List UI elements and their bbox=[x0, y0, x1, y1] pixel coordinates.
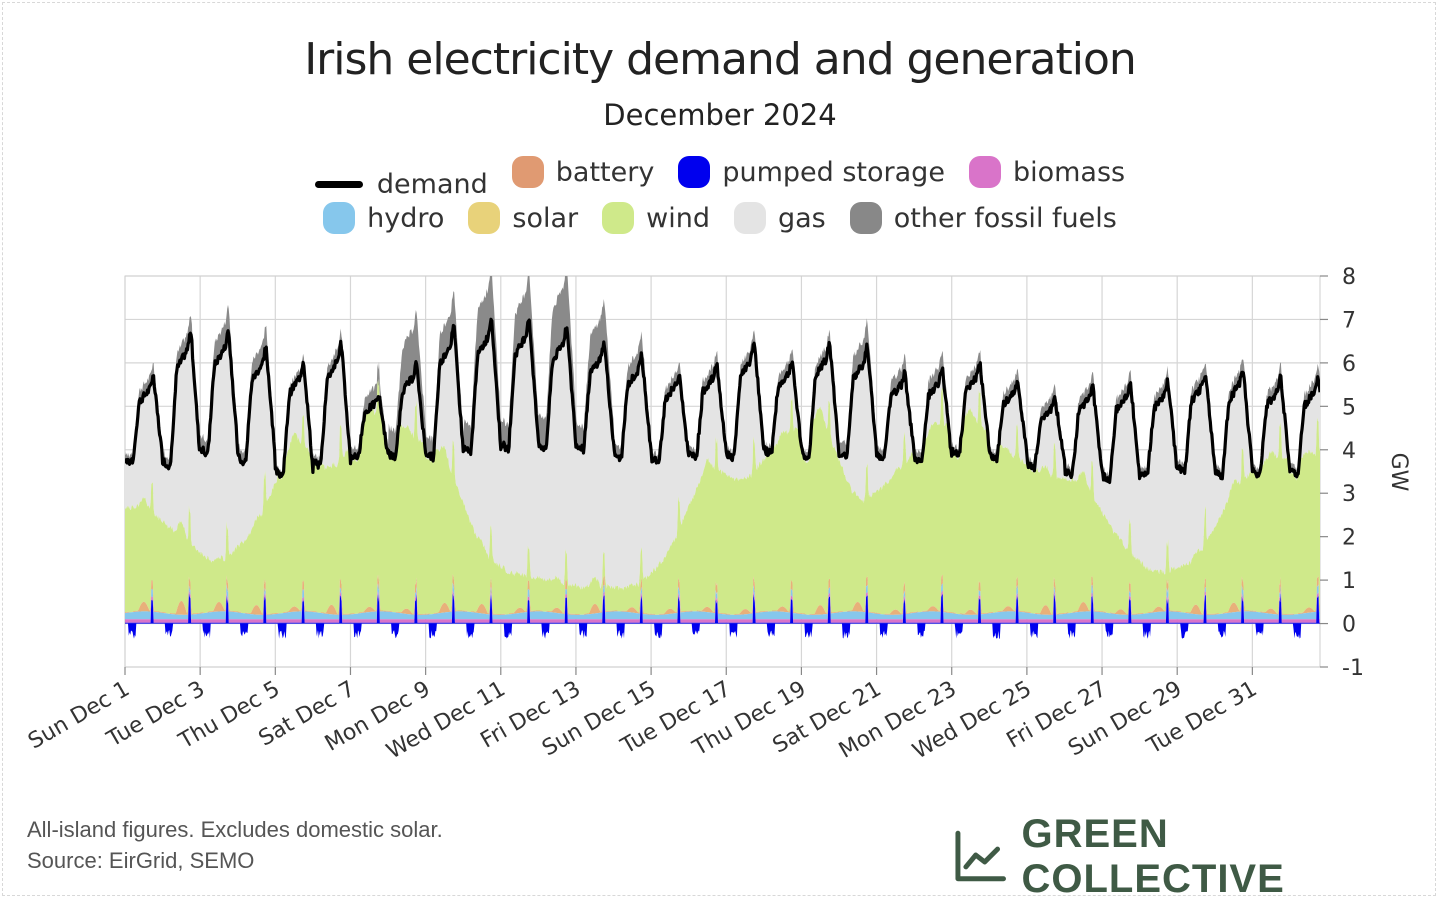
legend-label-gas: gas bbox=[778, 202, 826, 234]
legend-label-pumped: pumped storage bbox=[722, 156, 945, 188]
chart-series-areas bbox=[125, 276, 1320, 639]
legend-label-wind: wind bbox=[646, 202, 710, 234]
legend-swatch-biomass bbox=[968, 156, 1001, 188]
legend-label-battery: battery bbox=[555, 156, 655, 188]
legend-label-demand: demand bbox=[376, 169, 488, 200]
ytick-label: 4 bbox=[1342, 439, 1356, 464]
brand-logo[interactable]: GREEN COLLECTIVE bbox=[952, 812, 1440, 902]
legend-item-pumped[interactable]: pumped storage bbox=[678, 156, 945, 188]
legend-label-solar: solar bbox=[512, 202, 579, 234]
legend-item-solar[interactable]: solar bbox=[468, 202, 578, 234]
series-wind bbox=[125, 378, 1320, 615]
ytick-label: 3 bbox=[1342, 482, 1356, 507]
legend-label-other: other fossil fuels bbox=[893, 202, 1117, 234]
ytick-label: 0 bbox=[1342, 613, 1356, 638]
legend-row-2: hydro solar wind gas other fossil fuels bbox=[0, 202, 1440, 241]
legend-swatch-demand bbox=[314, 181, 363, 188]
ytick-label: 1 bbox=[1342, 569, 1356, 594]
legend-swatch-battery bbox=[511, 156, 544, 188]
legend-item-other[interactable]: other fossil fuels bbox=[849, 202, 1117, 234]
chart-subtitle: December 2024 bbox=[603, 98, 837, 132]
footnote-source: Source: EirGrid, SEMO bbox=[27, 848, 255, 873]
series-demand-line bbox=[125, 317, 1320, 484]
y-axis-label: GW bbox=[1386, 453, 1411, 492]
legend-swatch-pumped bbox=[678, 156, 711, 188]
legend-swatch-solar bbox=[468, 202, 501, 234]
legend-item-battery[interactable]: battery bbox=[511, 156, 655, 188]
legend-label-biomass: biomass bbox=[1012, 156, 1126, 188]
ytick-label: 7 bbox=[1342, 308, 1356, 333]
chart-title: Irish electricity demand and generation bbox=[304, 34, 1137, 85]
ytick-label: 2 bbox=[1342, 526, 1356, 551]
series-hydro bbox=[125, 582, 1320, 620]
ytick-label: 6 bbox=[1342, 352, 1356, 377]
legend-swatch-wind bbox=[602, 202, 635, 234]
footnote-note: All-island figures. Excludes domestic so… bbox=[27, 817, 443, 842]
footnote: All-island figures. Excludes domestic so… bbox=[27, 814, 443, 876]
ytick-label: -1 bbox=[1342, 656, 1364, 681]
legend-item-demand[interactable]: demand bbox=[314, 169, 488, 200]
brand-name: GREEN COLLECTIVE bbox=[1021, 812, 1285, 901]
legend-item-gas[interactable]: gas bbox=[734, 202, 826, 234]
legend-item-wind[interactable]: wind bbox=[602, 202, 710, 234]
legend-item-biomass[interactable]: biomass bbox=[968, 156, 1126, 188]
series-pumped-storage-pumping bbox=[125, 623, 1320, 639]
legend-item-hydro[interactable]: hydro bbox=[323, 202, 444, 234]
series-gas bbox=[125, 319, 1320, 591]
ytick-label: 8 bbox=[1342, 265, 1356, 290]
ytick-label: 5 bbox=[1342, 395, 1356, 420]
legend-row-1: demand battery pumped storage biomass bbox=[0, 156, 1440, 200]
series-biomass bbox=[125, 589, 1320, 623]
legend-swatch-other bbox=[849, 202, 882, 234]
legend-label-hydro: hydro bbox=[367, 202, 445, 234]
legend-swatch-gas bbox=[734, 202, 766, 234]
legend-swatch-hydro bbox=[323, 202, 356, 234]
line-chart-icon bbox=[955, 830, 1006, 882]
